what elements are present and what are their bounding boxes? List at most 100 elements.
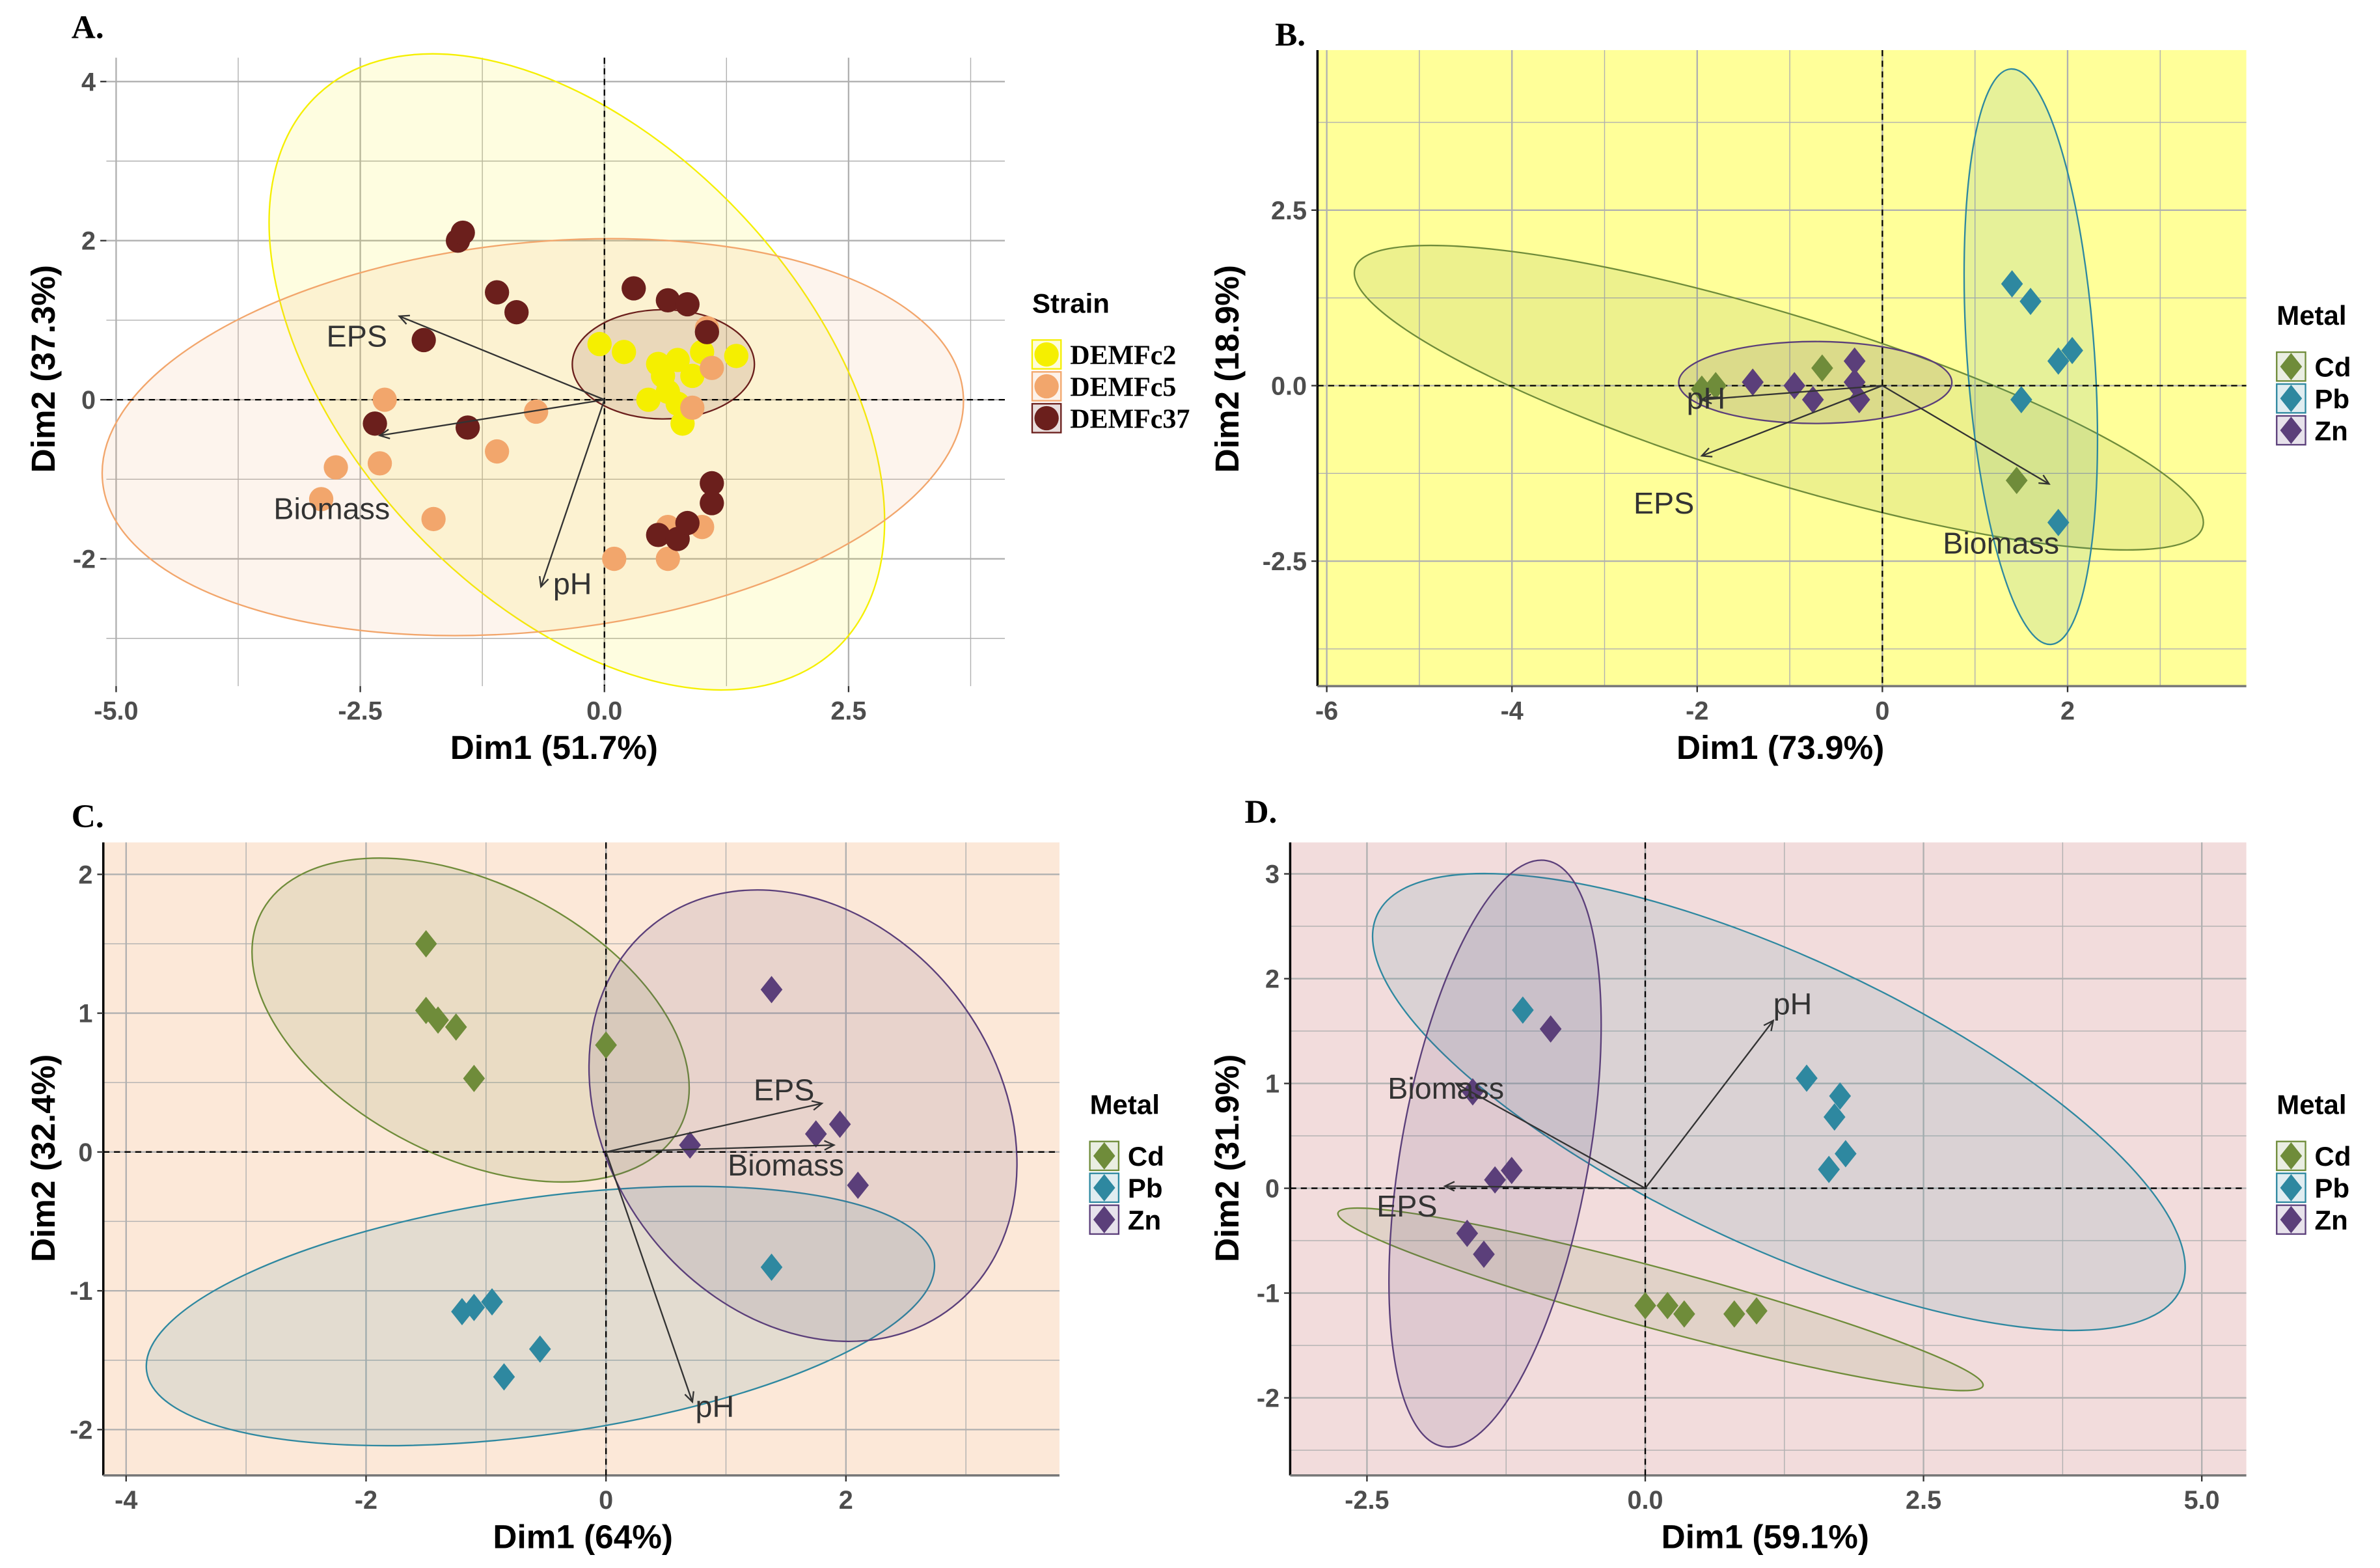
data-point-DEMFc37 — [504, 300, 529, 325]
y-tick-label: 2 — [81, 227, 96, 256]
y-tick-label: 0 — [81, 386, 96, 415]
variable-label: Biomass — [273, 491, 390, 525]
variable-label: pH — [553, 567, 592, 601]
x-tick-label: 2 — [2060, 696, 2075, 725]
data-point-DEMFc37 — [700, 471, 724, 496]
data-point-Cd — [1723, 1300, 1745, 1328]
x-tick-label: 0 — [1875, 696, 1889, 725]
plot-background — [1290, 842, 2247, 1476]
data-point-DEMFc2 — [612, 340, 636, 364]
confidence-ellipse-Cd — [251, 857, 691, 1183]
arrow-head — [1763, 1019, 1775, 1032]
legend-marker — [2280, 353, 2303, 381]
panel-c: EPS Biomass pH -4 -2 0 2 -2 -1 0 1 2 Dim1 (64%) Dim2 … — [25, 798, 1164, 1556]
x-tick-label: 2 — [839, 1486, 853, 1515]
data-point-DEMFc2 — [680, 363, 705, 389]
legend-label: Cd — [2315, 351, 2351, 382]
y-tick-label: 2 — [78, 860, 92, 889]
arrow-head — [398, 314, 410, 325]
x-tick-label: -4 — [115, 1486, 137, 1515]
legend-title: Metal — [2277, 1090, 2346, 1120]
data-point-DEMFc37 — [411, 327, 436, 353]
data-point-DEMFc37 — [655, 288, 680, 313]
x-tick-label: -2 — [1686, 696, 1708, 725]
y-tick-label: -2 — [73, 545, 96, 574]
x-tick-label: -2.5 — [338, 696, 382, 725]
confidence-ellipse-DEMFc2 — [268, 53, 886, 691]
data-point-Zn — [1801, 386, 1824, 414]
x-axis-title: Dim1 (51.7%) — [450, 729, 658, 766]
x-tick-label: -5.0 — [94, 696, 138, 725]
variable-arrow-EPS — [1701, 385, 1883, 457]
x-tick-label: 0.0 — [1627, 1486, 1663, 1515]
legend-label: Pb — [1128, 1173, 1163, 1204]
legend-label: Zn — [1128, 1205, 1161, 1235]
data-point-Zn — [1539, 1015, 1562, 1043]
confidence-ellipse-Pb — [1371, 872, 2186, 1332]
legend-label: Cd — [1128, 1141, 1164, 1172]
legend-marker — [2280, 417, 2303, 445]
data-point-DEMFc5 — [680, 395, 705, 420]
panel-label: D. — [1244, 793, 1277, 831]
variable-arrow-Biomass — [379, 398, 605, 437]
data-point-DEMFc37 — [700, 491, 724, 516]
variable-arrow-EPS — [605, 1103, 823, 1153]
variable-arrow-EPS — [1445, 1185, 1646, 1189]
confidence-ellipse-Pb — [145, 1185, 936, 1447]
data-point-DEMFc5 — [421, 506, 446, 532]
panel-label: B. — [1275, 16, 1306, 53]
variable-arrow-pH — [1701, 385, 1883, 401]
plot-background — [106, 57, 1005, 687]
data-point-Pb — [1818, 1155, 1840, 1183]
legend-marker — [1034, 406, 1059, 431]
panel-a: EPS Biomass pH -5.0 -2.5 0.0 2.5 -2 0 2 4 Dim1 (51.… — [25, 8, 1190, 766]
data-point-Pb — [2047, 508, 2070, 536]
data-point-Pb — [2001, 270, 2023, 298]
y-tick-label: 0 — [1265, 1175, 1279, 1204]
variable-label: EPS — [1376, 1189, 1437, 1223]
y-axis-title: Dim2 (18.9%) — [1209, 265, 1246, 473]
variable-arrow-pH — [540, 399, 605, 587]
arrow-head — [824, 1140, 836, 1151]
data-point-DEMFc5 — [700, 355, 724, 380]
data-point-DEMFc5 — [524, 399, 549, 424]
data-point-DEMFc37 — [694, 320, 719, 344]
panel-label: C. — [72, 798, 104, 835]
variable-arrow-Biomass — [606, 1144, 834, 1153]
data-point-DEMFc37 — [622, 276, 646, 301]
legend-label: Pb — [2315, 1173, 2350, 1204]
variable-arrow-Biomass — [1455, 1082, 1646, 1189]
data-point-DEMFc37 — [675, 292, 700, 317]
confidence-ellipse-Zn — [588, 889, 1018, 1342]
data-point-Zn — [1742, 368, 1764, 396]
legend-label: DEMFc2 — [1070, 341, 1176, 371]
x-axis-title: Dim1 (59.1%) — [1662, 1519, 1869, 1556]
data-point-DEMFc2 — [665, 348, 690, 372]
y-axis-title: Dim2 (32.4%) — [25, 1054, 62, 1262]
data-point-DEMFc5 — [308, 487, 334, 512]
data-point-Pb — [1823, 1103, 1846, 1131]
data-point-Pb — [2047, 347, 2070, 375]
legend-label: DEMFc37 — [1070, 405, 1190, 435]
legend-title: Strain — [1032, 288, 1110, 318]
variable-label: pH — [1687, 381, 1726, 415]
variable-arrow-pH — [605, 1151, 693, 1403]
data-point-Cd — [463, 1064, 486, 1092]
panel-d: pH Biomass EPS -2.5 0.0 2.5 5.0 -2 -1 0 1 2 3 Dim1 (5… — [1209, 793, 2351, 1556]
x-axis-title: Dim1 (64%) — [493, 1519, 673, 1556]
data-point-Zn — [847, 1172, 869, 1200]
data-point-DEMFc37 — [450, 220, 475, 245]
data-point-Pb — [1796, 1064, 1818, 1092]
y-tick-label: 0.0 — [1271, 372, 1307, 400]
data-point-Zn — [679, 1131, 701, 1159]
y-tick-label: -2 — [1257, 1384, 1279, 1413]
variable-arrow-pH — [1645, 1020, 1774, 1189]
data-point-DEMFc37 — [675, 510, 700, 536]
variable-label: Biomass — [728, 1148, 844, 1182]
x-axis-title: Dim1 (73.9%) — [1676, 729, 1884, 766]
legend-title: Metal — [2277, 300, 2346, 331]
y-tick-label: 2 — [1265, 965, 1279, 994]
data-point-Pb — [1829, 1082, 1852, 1110]
